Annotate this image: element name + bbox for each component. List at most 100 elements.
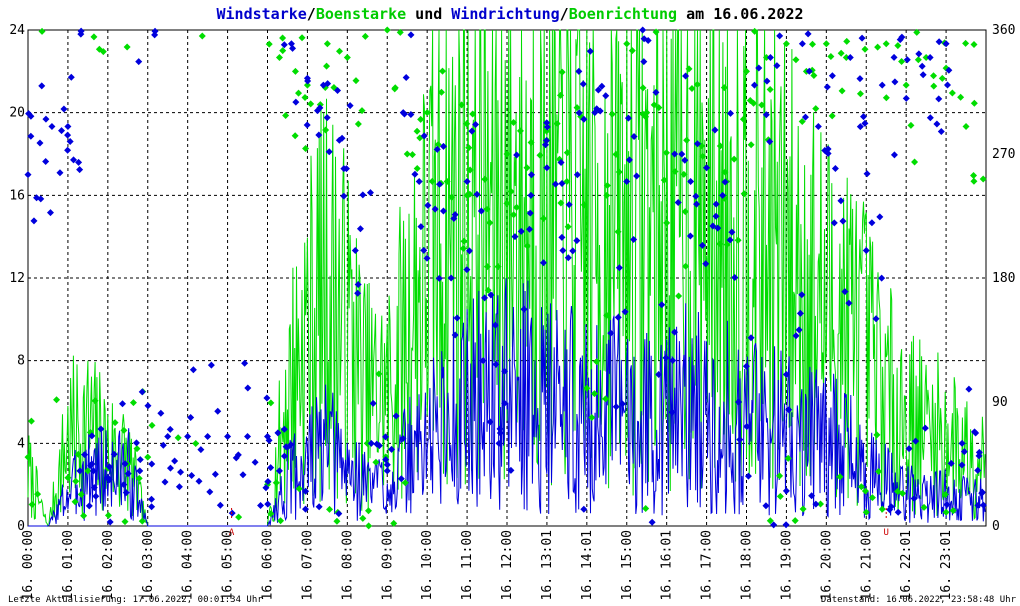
gust-direction-point: [391, 85, 399, 93]
gust-direction-point: [413, 165, 421, 173]
gust-direction-point: [874, 43, 882, 51]
wind-direction-point: [564, 254, 572, 262]
gust-direction-point: [198, 32, 206, 40]
gust-direction-point: [894, 42, 902, 50]
wind-direction-point: [607, 329, 615, 337]
gust-direction-point: [53, 396, 61, 404]
wind-direction-point: [76, 166, 84, 174]
wind-direction-point: [287, 40, 295, 48]
gust-direction-point: [361, 32, 369, 40]
wind-direction-point: [615, 264, 623, 272]
wind-direction-point: [698, 241, 706, 249]
x-tick-label: 16. 07:00: [300, 530, 315, 600]
gust-direction-point: [862, 508, 870, 516]
wind-direction-point: [264, 500, 272, 508]
wind-direction-point: [354, 289, 362, 297]
gust-direction-point: [80, 512, 88, 520]
wind-direction-point: [323, 114, 331, 122]
gust-direction-point: [671, 168, 679, 176]
gust-direction-point: [828, 112, 836, 120]
wind-direction-point: [933, 120, 941, 128]
x-tick-label: 16. 19:00: [779, 530, 794, 600]
wind-direction-point: [463, 266, 471, 274]
wind-direction-point: [824, 145, 832, 153]
wind-direction-point: [324, 80, 332, 88]
wind-direction-point: [926, 114, 934, 122]
gust-direction-point: [942, 508, 950, 516]
wind-direction-point: [122, 489, 130, 497]
wind-direction-point: [30, 217, 38, 225]
wind-direction-point: [338, 134, 346, 142]
wind-direction-point: [824, 150, 832, 158]
gust-direction-point: [652, 28, 660, 36]
gust-direction-point: [639, 84, 647, 92]
x-tick-label: 16. 11:00: [460, 530, 475, 600]
wind-direction-point: [602, 92, 610, 100]
gust-direction-point: [448, 193, 456, 201]
gust-direction-point: [104, 511, 112, 519]
gust-direction-point: [354, 120, 362, 128]
gust-direction-point: [716, 240, 724, 248]
wind-direction-point: [120, 481, 128, 489]
gust-direction-point: [358, 107, 366, 115]
gust-direction-point: [74, 450, 82, 458]
gust-direction-point: [612, 150, 620, 158]
gust-direction-point: [72, 477, 80, 485]
wind-direction-point: [557, 158, 565, 166]
title-part: Boenstarke: [316, 5, 406, 23]
wind-direction-point: [527, 191, 535, 199]
gust-direction-point: [650, 101, 658, 109]
gust-direction-point: [295, 89, 303, 97]
gust-direction-point: [675, 292, 683, 300]
wind-direction-point: [420, 132, 428, 140]
wind-direction-point: [171, 457, 179, 465]
wind-direction-point: [507, 466, 515, 474]
wind-direction-point: [903, 56, 911, 64]
gust-direction-point: [842, 54, 850, 62]
wind-direction-point: [64, 122, 72, 130]
wind-direction-point: [624, 114, 632, 122]
wind-direction-point: [351, 246, 359, 254]
gust-direction-point: [277, 517, 285, 525]
wind-direction-point: [46, 209, 54, 217]
gust-direction-point: [685, 65, 693, 73]
x-tick-label: 16. 05:00: [221, 530, 236, 600]
wind-direction-point: [543, 119, 551, 127]
gust-direction-point: [481, 175, 489, 183]
wind-direction-point: [397, 475, 405, 483]
wind-direction-point: [224, 432, 232, 440]
gust-direction-point: [922, 54, 930, 62]
gust-direction-point: [875, 468, 883, 476]
gust-direction-point: [680, 170, 688, 178]
gust-direction-point: [970, 99, 978, 107]
wind-direction-point: [776, 32, 784, 40]
gust-direction-point: [721, 168, 729, 176]
gust-direction-point: [174, 434, 182, 442]
gust-direction-point: [466, 166, 474, 174]
wind-direction-point: [858, 34, 866, 42]
axes: 0 4 8 12 16 20 24 0 90 180 270 360 16. 00:00 16. 01:0…: [9, 23, 1015, 600]
wind-direction-point: [565, 201, 573, 209]
wind-direction-point: [433, 145, 441, 153]
gust-direction-point: [798, 117, 806, 125]
wind-direction-point: [804, 30, 812, 38]
wind-speed-line: [28, 278, 986, 527]
wind-direction-point: [402, 73, 410, 81]
gust-direction-point: [558, 68, 566, 76]
gust-direction-point: [603, 311, 611, 319]
wind-direction-point: [709, 222, 717, 230]
wind-direction-point: [520, 305, 528, 313]
gust-direction-point: [438, 67, 446, 75]
wind-direction-point: [648, 518, 656, 526]
gust-direction-point: [681, 208, 689, 216]
x-tick-label: 16. 02:00: [101, 530, 116, 600]
wind-direction-point: [369, 399, 377, 407]
wind-direction-point: [451, 211, 459, 219]
wind-direction-point: [383, 461, 391, 469]
x-tick-label: 16. 04:00: [181, 530, 196, 600]
wind-direction-point: [511, 233, 519, 241]
wind-direction-point: [862, 246, 870, 254]
wind-direction-point: [975, 452, 983, 460]
wind-direction-point: [132, 439, 140, 447]
wind-direction-point: [674, 198, 682, 206]
